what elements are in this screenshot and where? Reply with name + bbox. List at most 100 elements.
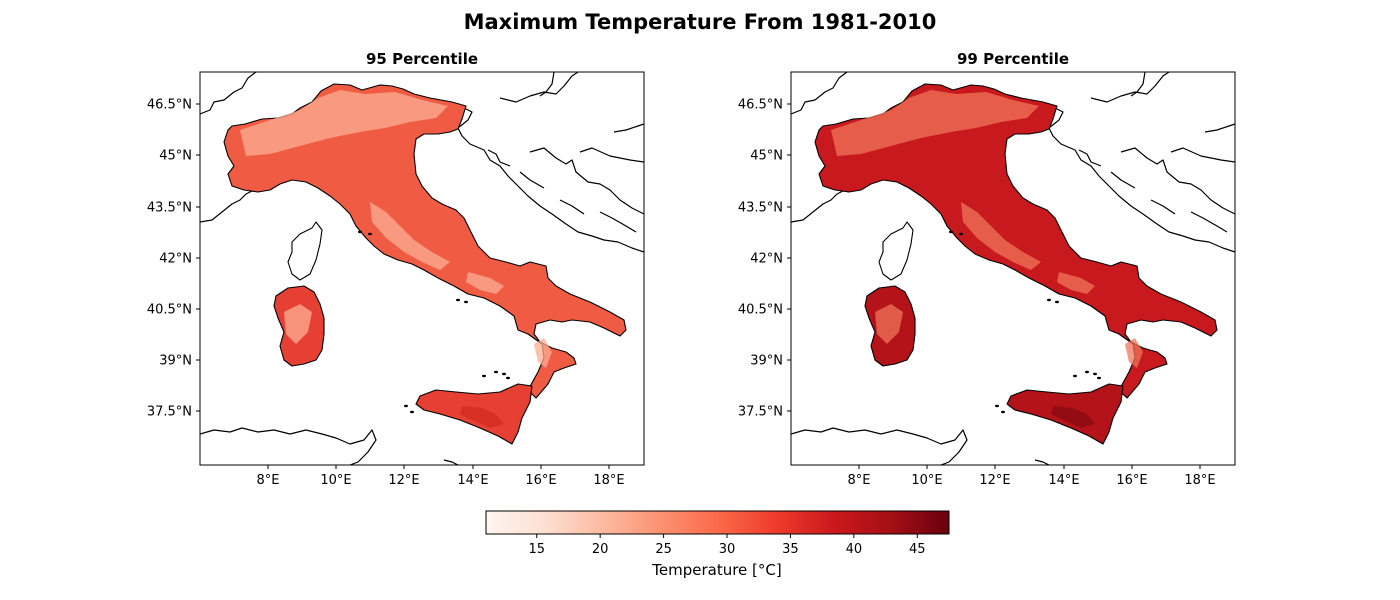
colorbar-ticks: 15 20 25 30 35 40 45 (528, 534, 926, 557)
longitude-tick-label: 12°E (388, 473, 419, 488)
longitude-tick-label: 18°E (1184, 473, 1215, 488)
longitude-tick-label: 18°E (593, 473, 624, 488)
latitude-tick-label: 46.5°N (738, 98, 783, 113)
longitude-ticks: 8°E 10°E 12°E 14°E 16°E 18°E (257, 465, 625, 488)
small-island-4 (404, 404, 408, 408)
latitude-tick-label: 40.5°N (738, 303, 783, 318)
hotspot-region (460, 406, 504, 428)
latitude-tick-label: 45°N (750, 149, 783, 164)
small-island-3 (959, 232, 963, 236)
coastline-9 (1090, 72, 1170, 103)
highland-region-2 (1057, 272, 1095, 294)
longitude-tick-label: 14°E (1048, 473, 1079, 488)
corsica-landmass (878, 221, 914, 281)
small-island-2 (949, 230, 953, 234)
map-content (200, 72, 644, 465)
highland-region-3 (534, 338, 552, 368)
latitude-ticks: 46.5°N 45°N 43.5°N 42°N 40.5°N 39°N 37.5°N (738, 98, 791, 420)
latitude-tick-label: 42°N (159, 252, 192, 267)
coastline-3 (1078, 149, 1102, 167)
latitude-tick-label: 37.5°N (738, 405, 783, 420)
latitude-tick-label: 37.5°N (147, 405, 192, 420)
coastline-11 (1204, 123, 1235, 133)
small-island-5 (1001, 410, 1005, 414)
coastline-11 (613, 123, 644, 133)
latitude-tick-label: 42°N (750, 252, 783, 267)
colorbar-tick-label: 40 (846, 542, 863, 557)
coastline-8 (1190, 211, 1228, 233)
coastline-12 (791, 427, 968, 465)
coastline-12 (200, 427, 377, 465)
small-island-6 (494, 370, 498, 374)
coastline-13 (443, 459, 459, 465)
latitude-tick-label: 45°N (159, 149, 192, 164)
highland-region-3 (1125, 338, 1143, 368)
small-island-0 (456, 298, 460, 302)
small-island-6 (1085, 370, 1089, 374)
latitude-tick-label: 39°N (159, 354, 192, 369)
coastline-10 (1130, 72, 1146, 97)
highland-region-0 (240, 90, 448, 156)
italy-landmass (223, 83, 627, 399)
longitude-ticks: 8°E 10°E 12°E 14°E 16°E 18°E (848, 465, 1216, 488)
coastline-1 (791, 189, 846, 223)
latitude-tick-label: 43.5°N (147, 201, 192, 216)
highland-region-1 (961, 202, 1041, 270)
small-island-8 (506, 376, 510, 380)
small-island-5 (410, 410, 414, 414)
small-island-4 (995, 404, 999, 408)
corsica-landmass (287, 221, 323, 281)
longitude-tick-label: 8°E (848, 473, 871, 488)
panel-title-95: 95 Percentile (366, 50, 478, 68)
small-island-3 (368, 232, 372, 236)
latitude-ticks: 46.5°N 45°N 43.5°N 42°N 40.5°N 39°N 37.5°N (147, 98, 200, 420)
italy-landmass (814, 83, 1218, 399)
small-island-0 (1047, 298, 1051, 302)
coastline-5 (1150, 199, 1176, 215)
map-content (791, 72, 1235, 465)
longitude-tick-label: 16°E (525, 473, 556, 488)
coastline-6 (529, 147, 644, 215)
coastline-6 (1120, 147, 1235, 215)
latitude-tick-label: 39°N (750, 354, 783, 369)
small-island-2 (358, 230, 362, 234)
highland-region-2 (466, 272, 504, 294)
map-panel-95-percentile: 95 Percentile 8°E 10°E 12°E 14°E 16°E 18°E 46… (147, 50, 645, 488)
highland-region-4 (284, 304, 312, 344)
coastline-2 (457, 107, 644, 253)
highland-region-1 (370, 202, 450, 270)
colorbar-gradient (485, 510, 950, 535)
coastline-5 (559, 199, 585, 215)
coastline-1 (200, 189, 255, 223)
coastline-8 (599, 211, 637, 233)
colorbar-tick-label: 30 (719, 542, 736, 557)
coastline-2 (1048, 107, 1235, 253)
small-island-1 (464, 300, 468, 304)
longitude-tick-label: 8°E (257, 473, 280, 488)
latitude-tick-label: 40.5°N (147, 303, 192, 318)
small-island-9 (482, 374, 486, 378)
small-island-8 (1097, 376, 1101, 380)
coastline-0 (791, 72, 848, 115)
colorbar-label: Temperature [°C] (651, 561, 781, 579)
latitude-tick-label: 46.5°N (147, 98, 192, 113)
coastline-9 (499, 72, 579, 103)
colorbar: 15 20 25 30 35 40 45 Temperature [°C] (485, 510, 950, 579)
coastline-3 (487, 149, 511, 167)
highland-region-4 (875, 304, 903, 344)
small-island-7 (502, 372, 506, 376)
map-panel-99-percentile: 99 Percentile 8°E 10°E 12°E 14°E 16°E 18°E 46… (738, 50, 1236, 488)
coastline-7 (1170, 147, 1235, 163)
longitude-tick-label: 10°E (911, 473, 942, 488)
panel-title-99: 99 Percentile (957, 50, 1069, 68)
small-island-7 (1093, 372, 1097, 376)
figure-title: Maximum Temperature From 1981-2010 (464, 10, 937, 34)
longitude-tick-label: 10°E (320, 473, 351, 488)
small-island-9 (1073, 374, 1077, 378)
colorbar-tick-label: 25 (655, 542, 672, 557)
coastline-13 (1034, 459, 1050, 465)
map-frame (790, 71, 1236, 466)
longitude-tick-label: 16°E (1116, 473, 1147, 488)
coastline-0 (200, 72, 257, 115)
